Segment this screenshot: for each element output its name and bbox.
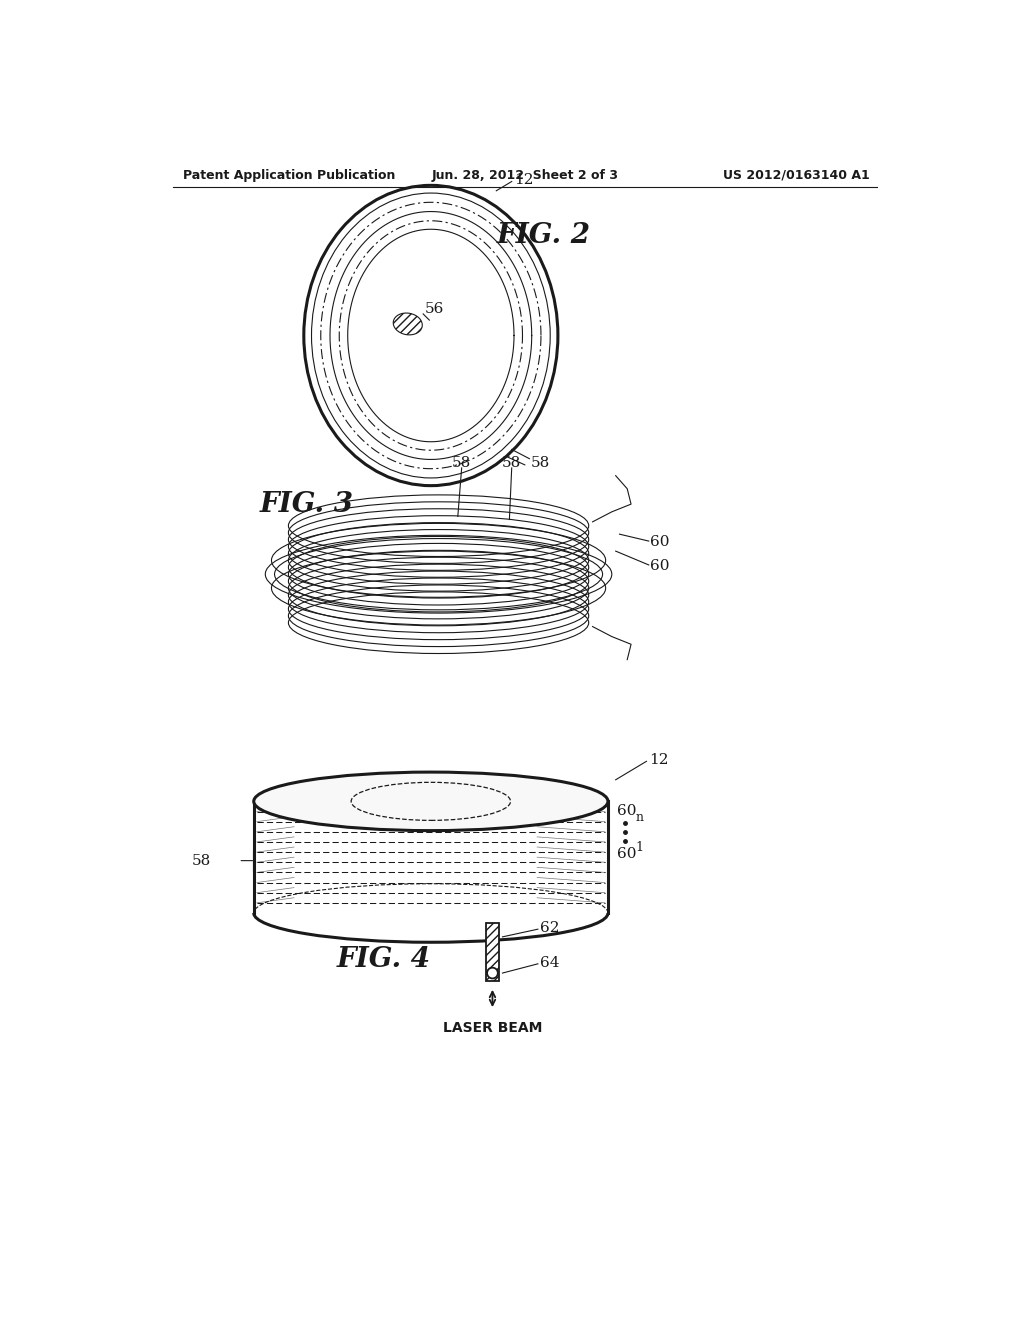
Text: 58: 58 [452, 455, 471, 470]
Circle shape [487, 968, 498, 978]
Text: 1: 1 [636, 841, 644, 854]
Ellipse shape [254, 772, 608, 830]
Text: US 2012/0163140 A1: US 2012/0163140 A1 [723, 169, 869, 182]
Text: FIG. 4: FIG. 4 [337, 945, 431, 973]
Text: 12: 12 [649, 752, 669, 767]
Text: 64: 64 [541, 956, 560, 970]
Text: 60: 60 [617, 846, 637, 861]
Text: 58: 58 [531, 455, 550, 470]
Text: 58: 58 [502, 455, 521, 470]
Ellipse shape [393, 313, 422, 335]
Text: LASER BEAM: LASER BEAM [442, 1020, 542, 1035]
Text: 60: 60 [650, 560, 670, 573]
Text: Jun. 28, 2012  Sheet 2 of 3: Jun. 28, 2012 Sheet 2 of 3 [431, 169, 618, 182]
Text: n: n [636, 810, 644, 824]
Text: Patent Application Publication: Patent Application Publication [183, 169, 395, 182]
Text: 60: 60 [650, 535, 670, 549]
Text: 60: 60 [617, 804, 637, 817]
Text: FIG. 2: FIG. 2 [497, 222, 590, 249]
Text: 62: 62 [541, 921, 560, 936]
Text: 56: 56 [425, 302, 444, 317]
Text: 12: 12 [514, 173, 534, 187]
Text: 58: 58 [193, 854, 211, 867]
Bar [485, 923, 500, 981]
Text: FIG. 3: FIG. 3 [260, 491, 354, 519]
